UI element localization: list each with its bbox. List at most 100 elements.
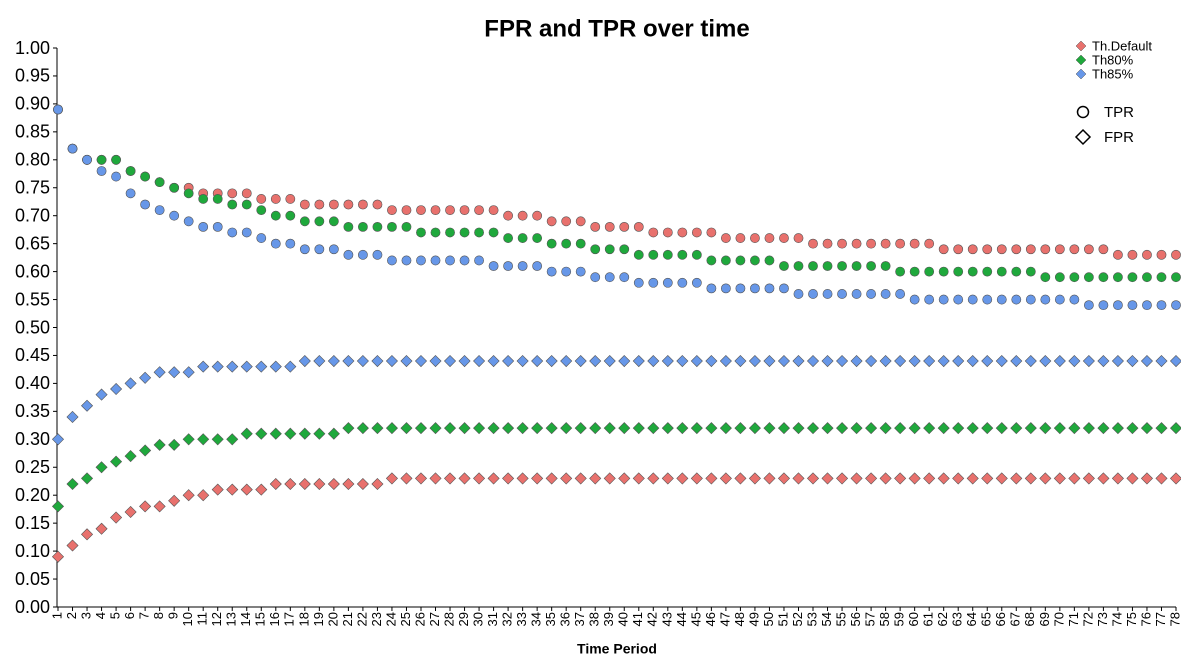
x-tick-label: 19 <box>311 612 326 626</box>
fpr-point <box>51 433 65 446</box>
fpr-point <box>908 422 921 435</box>
fpr-point <box>995 422 1008 435</box>
tpr-point <box>1171 272 1181 283</box>
tpr-point <box>1113 272 1123 283</box>
fpr-point <box>400 422 413 435</box>
fpr-point <box>1155 472 1168 485</box>
fpr-point <box>981 472 994 485</box>
chart-title: FPR and TPR over time <box>484 15 749 42</box>
fpr-point <box>487 422 500 435</box>
fpr-point <box>255 360 268 373</box>
fpr-point <box>763 355 776 368</box>
fpr-point <box>269 360 282 373</box>
x-tick-label: 46 <box>703 612 718 626</box>
tpr-point <box>314 216 325 227</box>
fpr-point <box>560 422 573 435</box>
fpr-point <box>458 422 471 435</box>
tpr-point <box>227 227 238 238</box>
tpr-point <box>1011 294 1022 305</box>
y-tick-label: 0.50 <box>15 317 50 337</box>
fpr-point <box>1053 422 1066 435</box>
fpr-point <box>908 355 921 368</box>
fpr-point <box>632 422 645 435</box>
tpr-point <box>779 261 789 271</box>
fpr-point <box>95 461 108 474</box>
fpr-point <box>458 472 471 485</box>
fpr-point <box>865 472 878 485</box>
x-tick-label: 58 <box>877 612 892 626</box>
tpr-point <box>256 194 267 204</box>
tpr-point <box>314 244 325 255</box>
tpr-point <box>517 233 528 243</box>
fpr-point <box>690 422 703 435</box>
fpr-point <box>502 355 515 368</box>
tpr-point <box>372 221 383 232</box>
tpr-point <box>212 194 223 204</box>
tpr-point <box>1098 272 1109 283</box>
tpr-point <box>53 104 63 115</box>
tpr-point <box>256 233 267 243</box>
fpr-point <box>1010 422 1023 435</box>
legend-label: Th.Default <box>1092 38 1152 53</box>
x-tick-label: 35 <box>543 612 558 626</box>
tpr-point <box>561 266 572 277</box>
x-tick-label: 10 <box>180 612 195 626</box>
tpr-point <box>140 199 151 210</box>
tpr-point <box>677 277 688 288</box>
x-tick-label: 42 <box>645 612 660 626</box>
x-tick-label: 6 <box>122 612 137 619</box>
legend-swatch <box>1075 54 1087 66</box>
x-tick-label: 49 <box>746 612 761 626</box>
tpr-point <box>517 261 528 271</box>
x-tick-label: 73 <box>1095 612 1110 626</box>
tpr-point <box>488 227 499 238</box>
fpr-point <box>1140 355 1153 368</box>
fpr-point <box>1024 472 1037 485</box>
fpr-point <box>836 472 849 485</box>
tpr-point <box>851 289 862 299</box>
tpr-point <box>343 249 354 260</box>
x-tick-label: 41 <box>630 612 645 626</box>
tpr-point <box>430 255 441 266</box>
fpr-point <box>763 472 776 485</box>
fpr-point <box>676 355 689 368</box>
fpr-point <box>647 472 660 485</box>
fpr-point <box>95 388 108 401</box>
fpr-point <box>1039 472 1052 485</box>
fpr-point <box>139 500 152 513</box>
tpr-point <box>1127 300 1138 311</box>
fpr-point <box>516 422 529 435</box>
tpr-point <box>314 199 325 210</box>
tpr-point <box>372 249 383 260</box>
x-tick-label: 17 <box>282 612 297 626</box>
tpr-point <box>111 154 121 165</box>
fpr-point <box>836 355 849 368</box>
fpr-point <box>690 355 703 368</box>
fpr-point <box>211 433 224 446</box>
fpr-point <box>1068 422 1081 435</box>
fpr-point <box>777 422 790 435</box>
tpr-point <box>590 244 601 255</box>
y-tick-label: 0.90 <box>15 94 50 114</box>
tpr-point <box>1171 300 1181 311</box>
fpr-point <box>1097 355 1110 368</box>
tpr-point <box>779 233 789 243</box>
tpr-point <box>430 205 441 216</box>
x-tick-label: 47 <box>717 612 732 626</box>
tpr-point <box>241 227 252 238</box>
y-tick-label: 0.40 <box>15 373 50 393</box>
fpr-point <box>226 433 239 446</box>
tpr-point <box>198 221 209 232</box>
fpr-point <box>429 472 442 485</box>
fpr-point <box>574 422 587 435</box>
tpr-point <box>299 216 310 227</box>
tpr-point <box>503 233 514 243</box>
fpr-point <box>124 450 137 463</box>
tpr-point <box>1127 249 1138 260</box>
y-tick-label: 0.80 <box>15 150 50 170</box>
fpr-point <box>952 355 965 368</box>
tpr-point <box>358 199 368 210</box>
fpr-point <box>168 438 181 451</box>
fpr-point <box>719 422 732 435</box>
tpr-point <box>488 261 499 271</box>
